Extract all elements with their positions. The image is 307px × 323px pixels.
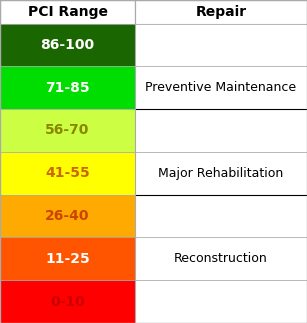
Text: 56-70: 56-70 [45, 123, 90, 138]
Bar [0, 195, 135, 237]
Bar [0, 109, 135, 152]
Text: Repair: Repair [196, 5, 247, 19]
Bar [135, 195, 307, 237]
Bar [0, 0, 135, 24]
Bar [0, 237, 135, 280]
Text: 0-10: 0-10 [50, 295, 85, 308]
Text: Major Rehabilitation: Major Rehabilitation [158, 167, 284, 180]
Text: 86-100: 86-100 [41, 38, 95, 52]
Bar [135, 109, 307, 152]
Text: 11-25: 11-25 [45, 252, 90, 266]
Text: Reconstruction: Reconstruction [174, 252, 268, 265]
Bar [0, 152, 135, 195]
Text: 71-85: 71-85 [45, 81, 90, 95]
Bar [135, 237, 307, 280]
Bar [135, 152, 307, 195]
Text: PCI Range: PCI Range [28, 5, 107, 19]
Bar [0, 280, 135, 323]
Text: 26-40: 26-40 [45, 209, 90, 223]
Bar [135, 280, 307, 323]
Bar [0, 66, 135, 109]
Text: 41-55: 41-55 [45, 166, 90, 180]
Text: Preventive Maintenance: Preventive Maintenance [146, 81, 297, 94]
Bar [135, 66, 307, 109]
Bar [135, 0, 307, 24]
Bar [0, 24, 135, 66]
Bar [135, 24, 307, 66]
